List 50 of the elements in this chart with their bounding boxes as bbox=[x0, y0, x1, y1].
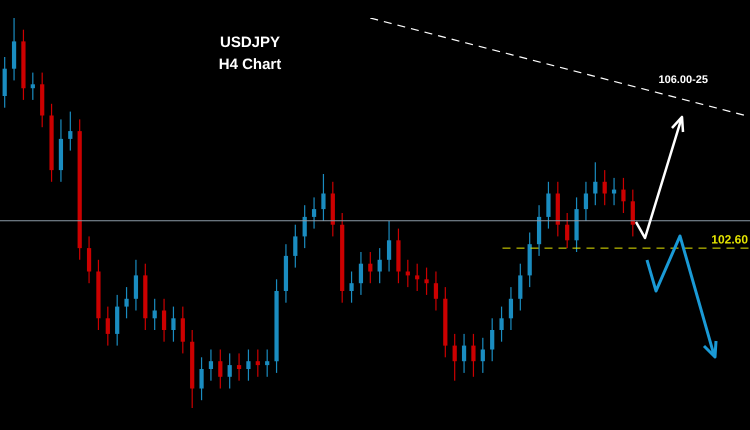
candlestick bbox=[106, 306, 110, 346]
candlestick bbox=[452, 333, 457, 382]
candlestick bbox=[134, 259, 138, 312]
candlestick bbox=[406, 259, 410, 288]
candlestick bbox=[471, 333, 476, 378]
candlestick bbox=[415, 263, 420, 292]
candlestick bbox=[565, 212, 570, 249]
candlestick bbox=[199, 356, 204, 401]
candlestick bbox=[86, 236, 92, 284]
candlestick bbox=[546, 181, 551, 230]
candlestick bbox=[236, 352, 242, 382]
candlestick bbox=[386, 220, 392, 272]
candlestick bbox=[518, 263, 522, 312]
candlestick bbox=[630, 189, 635, 237]
candlestick bbox=[152, 298, 157, 331]
candlestick bbox=[584, 181, 588, 222]
candlestick bbox=[368, 251, 372, 284]
candlestick bbox=[621, 177, 626, 214]
candlestick bbox=[293, 224, 298, 268]
candlestick bbox=[612, 177, 616, 206]
candlestick bbox=[312, 196, 316, 230]
candlestick bbox=[302, 204, 307, 249]
candlestick bbox=[180, 306, 185, 354]
candlestick bbox=[349, 270, 354, 304]
annotation: 106.00-25 bbox=[658, 74, 708, 86]
candlestick bbox=[499, 306, 504, 342]
candlestick bbox=[124, 286, 129, 319]
candlestick bbox=[256, 348, 260, 378]
candlestick bbox=[490, 318, 494, 362]
text: USDJPY bbox=[218, 33, 282, 53]
annotation: 102.60 bbox=[711, 232, 748, 246]
candlestick bbox=[593, 162, 598, 206]
candlestick bbox=[208, 348, 214, 382]
candlestick bbox=[228, 352, 232, 390]
candlestick bbox=[246, 348, 251, 382]
candlestick bbox=[321, 173, 326, 222]
candlestick bbox=[378, 248, 382, 284]
candlestick bbox=[462, 333, 466, 374]
candlestick bbox=[30, 72, 35, 100]
candlestick bbox=[358, 251, 364, 296]
candlestick bbox=[162, 298, 166, 342]
candlestick bbox=[68, 111, 72, 152]
candlestick bbox=[218, 348, 222, 390]
candlestick bbox=[602, 170, 607, 206]
candlestick bbox=[265, 348, 270, 378]
candlestick bbox=[434, 270, 438, 312]
candlestick bbox=[508, 286, 514, 331]
candlestick bbox=[480, 337, 485, 374]
text: H4 Chart bbox=[218, 55, 282, 75]
candlestick bbox=[171, 306, 176, 342]
